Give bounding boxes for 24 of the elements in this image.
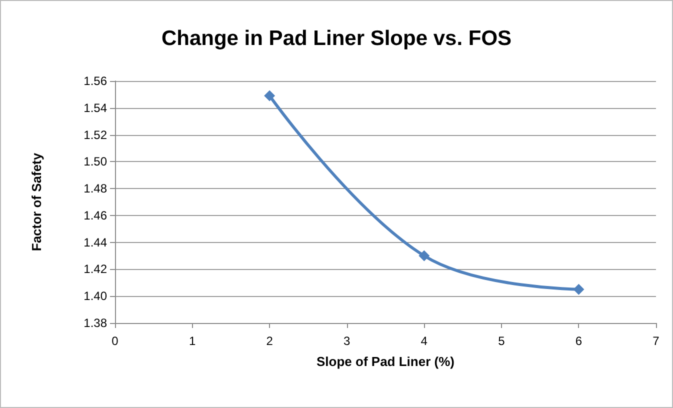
y-tick-label: 1.42	[84, 262, 108, 276]
x-axis-title: Slope of Pad Liner (%)	[316, 354, 454, 369]
x-tick-label: 3	[344, 334, 351, 348]
y-tick-label: 1.48	[84, 182, 108, 196]
y-tick-label: 1.40	[84, 289, 108, 304]
x-tick-label: 6	[575, 334, 582, 348]
y-tick-label: 1.52	[84, 128, 108, 142]
x-tick-label: 0	[112, 334, 119, 348]
x-tick-label: 5	[498, 334, 506, 348]
y-tick-label: 1.56	[84, 74, 108, 88]
y-tick-label: 1.46	[84, 208, 108, 222]
x-tick-label: 7	[652, 334, 660, 348]
chart-title: Change in Pad Liner Slope vs. FOS	[161, 27, 512, 50]
point	[264, 90, 276, 102]
y-tick-label: 1.44	[84, 235, 108, 250]
point	[418, 250, 430, 262]
y-tick-label: 1.50	[84, 154, 108, 169]
x-tick-label: 2	[266, 334, 274, 348]
y-tick-label: 1.54	[84, 100, 108, 115]
y-axis-title: Factor of Safety	[29, 152, 44, 252]
x-tick-label: 4	[420, 334, 428, 348]
x-tick-label: 1	[188, 334, 196, 348]
point	[573, 284, 584, 295]
y-tick-label: 1.38	[84, 316, 108, 330]
